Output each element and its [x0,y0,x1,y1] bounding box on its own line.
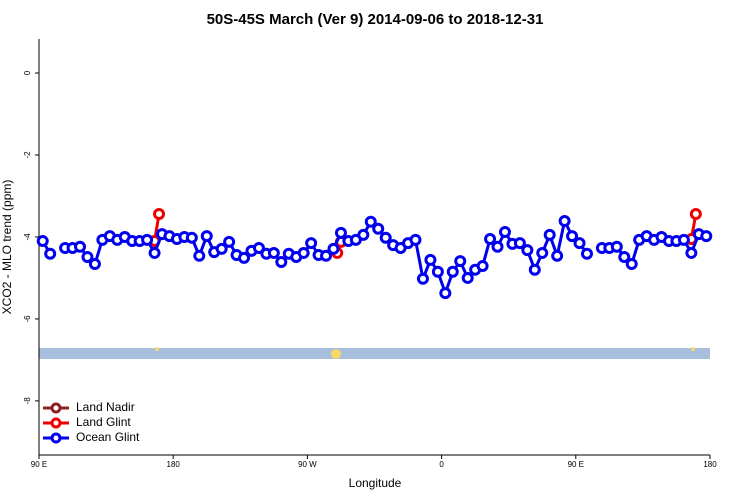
chart-title: 50S-45S March (Ver 9) 2014-09-06 to 2018… [207,11,544,28]
point [409,233,422,246]
y-tick-label: -4 [23,233,32,241]
point [476,260,489,273]
point [439,287,452,300]
x-tick-label: 0 [439,460,444,469]
x-axis-label: Longitude [349,476,402,490]
point [610,240,623,253]
point [625,258,638,271]
point [185,231,198,244]
legend-label: Ocean Glint [76,430,140,444]
point [558,214,571,227]
point [141,233,154,246]
point [689,208,702,221]
y-tick-label: 0 [23,70,32,75]
point [148,246,161,259]
point [580,247,593,260]
map-dot [331,349,341,359]
point [357,228,370,241]
point [153,208,166,221]
point [543,228,556,241]
point [618,251,631,264]
point [193,249,206,262]
y-tick-label: -8 [23,397,32,405]
point [484,233,497,246]
legend-label: Land Nadir [76,400,135,414]
point [677,233,690,246]
point [252,242,265,255]
point [685,246,698,259]
point [491,240,504,253]
point [513,237,526,250]
x-tick-label: 90 E [31,460,47,469]
map-dot [155,347,159,351]
point [431,265,444,278]
point [305,237,318,250]
y-tick-label: -2 [23,151,32,159]
point [320,249,333,262]
point [528,263,541,276]
point [551,249,564,262]
point [81,251,94,264]
point [44,247,57,260]
point [74,240,87,253]
point [461,271,474,284]
legend-marker [50,432,62,444]
legend-label: Land Glint [76,415,131,429]
y-axis-label: XCO2 - MLO trend (ppm) [0,180,14,315]
legend-marker [50,402,62,414]
point [372,222,385,235]
point [297,246,310,259]
x-tick-label: 90 W [298,460,317,469]
point [521,244,534,257]
point [416,272,429,285]
x-tick-label: 90 E [568,460,584,469]
point [200,230,213,243]
point [267,246,280,259]
point [223,235,236,248]
point [498,226,511,239]
point [379,231,392,244]
point [36,235,49,248]
y-tick-label: -6 [23,315,32,323]
point [446,265,459,278]
point [364,215,377,228]
point [275,255,288,268]
point [573,237,586,250]
map-band [39,348,710,359]
point [536,246,549,259]
x-tick-label: 180 [703,460,717,469]
map-dot [691,347,695,351]
legend-marker [50,417,62,429]
point [566,230,579,243]
point [700,230,713,243]
x-tick-label: 180 [167,460,181,469]
point [215,242,228,255]
point [238,251,251,264]
point [88,258,101,271]
point [327,242,340,255]
point [454,255,467,268]
point [334,226,347,239]
point [424,253,437,266]
